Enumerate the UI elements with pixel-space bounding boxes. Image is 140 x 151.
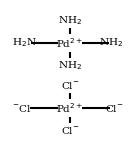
Text: Pd$^{2+}$: Pd$^{2+}$ (56, 36, 84, 50)
Text: Pd$^{2+}$: Pd$^{2+}$ (56, 101, 84, 115)
Text: H$_2$N: H$_2$N (12, 37, 37, 49)
Text: NH$_2$: NH$_2$ (99, 37, 123, 49)
Text: Cl$^{-}$: Cl$^{-}$ (61, 80, 79, 91)
Text: Cl$^{-}$: Cl$^{-}$ (105, 103, 123, 114)
Text: NH$_2$: NH$_2$ (58, 14, 82, 27)
Text: $^{-}$Cl: $^{-}$Cl (12, 103, 32, 114)
Text: Cl$^{-}$: Cl$^{-}$ (61, 125, 79, 136)
Text: NH$_2$: NH$_2$ (58, 59, 82, 72)
